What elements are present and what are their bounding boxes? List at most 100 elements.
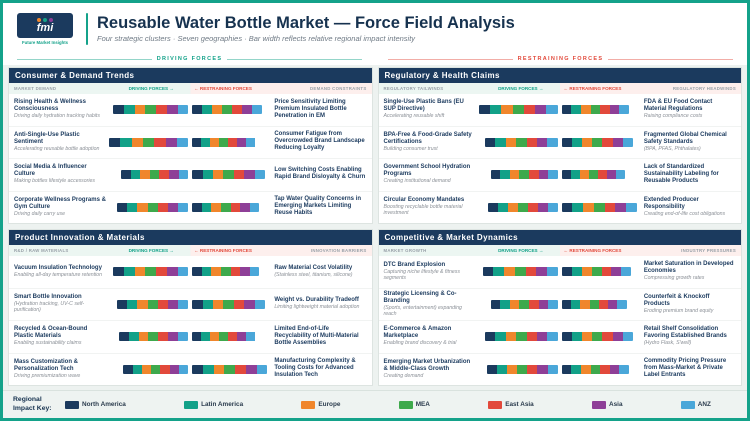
region-segment [148, 332, 159, 342]
force-row: Social Media & Influencer Culture Making … [9, 158, 372, 191]
driving-bar [123, 364, 189, 374]
driving-line [17, 58, 152, 60]
force-subtitle: Creating institutional demand [383, 178, 451, 185]
region-segment [617, 299, 627, 309]
restraining-force-text: Market Saturation in Developed Economies… [641, 261, 736, 282]
force-title: Recycled & Ocean-Bound Plastic Materials [14, 326, 88, 340]
region-segment [202, 299, 214, 309]
force-title: Lack of Standardized Sustainability Labe… [643, 163, 719, 184]
region-segment [246, 332, 256, 342]
region-segment [165, 137, 177, 147]
region-segment [117, 202, 128, 212]
region-segment [233, 170, 245, 180]
region-segment [192, 364, 203, 374]
force-subtitle: Eroding premium brand equity [643, 307, 714, 314]
region-segment [159, 170, 170, 180]
legend-swatch [680, 400, 695, 409]
force-title: Anti-Single-Use Plastic Sentiment [14, 131, 80, 145]
region-segment [138, 332, 149, 342]
region-segment [547, 202, 558, 212]
region-segment [235, 364, 246, 374]
restraining-bar [192, 332, 256, 342]
region-segment [256, 364, 268, 374]
panel-axis-labels: MARKET DEMAND DRIVING FORCES → ← RESTRAI… [9, 83, 372, 94]
region-segment [612, 137, 623, 147]
region-segment [178, 332, 189, 342]
driving-bar [490, 170, 558, 180]
region-segment [583, 202, 594, 212]
force-subtitle: Creating demand [383, 372, 424, 379]
region-segment [505, 332, 517, 342]
panel-rows: Vacuum Insulation Technology Enabling all… [9, 256, 372, 385]
force-row: Smart Bottle Innovation (Hydration tracki… [9, 287, 372, 321]
force-title: E-Commerce & Amazon Marketplace [383, 326, 452, 340]
region-segment [571, 105, 581, 115]
region-segment [166, 105, 178, 115]
region-segment [582, 137, 593, 147]
region-segment [622, 137, 633, 147]
driving-bar [485, 332, 558, 342]
region-segment [523, 105, 536, 115]
driving-force-text: Circular Economy Mandates Boosting recycl… [384, 197, 479, 217]
force-title: Raw Material Cost Volatility [274, 264, 353, 271]
region-segment [527, 364, 538, 374]
region-segment [561, 364, 572, 374]
region-segment [571, 299, 581, 309]
force-subtitle: Enabling brand discovery & trial [383, 340, 457, 347]
region-segment [561, 267, 572, 277]
force-title: FDA & EU Food Contact Material Regulatio… [643, 99, 713, 113]
force-subtitle: Accelerating reusable bottle adoption [14, 145, 100, 152]
driving-forces-label: DRIVING FORCES [156, 56, 223, 62]
region-segment [117, 299, 128, 309]
force-row: Emerging Market Urbanization & Middle-Cl… [378, 352, 741, 386]
logo-dots [37, 17, 53, 22]
region-segment [192, 299, 203, 309]
region-segment [508, 202, 518, 212]
driving-bar [490, 299, 558, 309]
panel-driving-label: DRIVING FORCES → [498, 86, 544, 91]
region-segment [131, 137, 144, 147]
driving-line [227, 58, 363, 60]
restraining-force-text: Tap Water Quality Concerns in Emerging M… [271, 196, 366, 218]
region-segment [591, 267, 602, 277]
driving-force-text: BPA-Free & Food-Grade Safety Certificati… [384, 132, 479, 153]
region-segment [157, 202, 168, 212]
page-title: Reusable Water Bottle Market — Force Fie… [97, 13, 515, 32]
region-segment [561, 332, 572, 342]
region-segment [514, 267, 526, 277]
force-title: Circular Economy Mandates [383, 197, 465, 204]
region-segment [201, 332, 211, 342]
region-segment [109, 137, 121, 147]
region-segment [548, 170, 558, 180]
region-segment [588, 170, 598, 180]
impact-bars [109, 96, 271, 124]
force-row: E-Commerce & Amazon Marketplace Enabling … [378, 320, 741, 353]
region-segment [615, 202, 627, 212]
impact-bars [479, 194, 641, 222]
fmi-logo-box: fmi [17, 13, 73, 38]
force-title: BPA-Free & Food-Grade Safety Certificati… [383, 131, 472, 145]
force-subtitle: Enabling all-day temperature retention [14, 271, 102, 278]
region-segment [157, 299, 168, 309]
force-subtitle: Raising compliance costs [643, 113, 703, 120]
panel-consumer-demand-trends: Consumer & Demand Trends MARKET DEMAND D… [8, 67, 373, 224]
region-segment [615, 170, 625, 180]
force-row: Strategic Licensing & Co-Branding (Sports… [378, 287, 741, 321]
force-title: Vacuum Insulation Technology [14, 264, 102, 271]
restraining-force-text: Retail Shelf Consolidation Favoring Esta… [641, 326, 736, 347]
legend-label: Europe [318, 401, 341, 408]
restraining-bar [192, 170, 265, 180]
force-subtitle: Driving daily hydration tracking habits [14, 113, 100, 120]
panel-regulatory-health-claims: Regulatory & Health Claims REGULATORY TA… [377, 67, 742, 224]
region-segment [561, 137, 572, 147]
region-segment [123, 267, 135, 277]
driving-bar [117, 202, 189, 212]
restraining-forces-label: RESTRAINING FORCES [517, 56, 604, 62]
legend-label: North America [82, 401, 126, 408]
region-segment [537, 202, 548, 212]
region-segment [501, 105, 513, 115]
region-segment [127, 202, 138, 212]
region-segment [145, 267, 157, 277]
region-segment [192, 202, 202, 212]
restraining-bar [561, 170, 625, 180]
